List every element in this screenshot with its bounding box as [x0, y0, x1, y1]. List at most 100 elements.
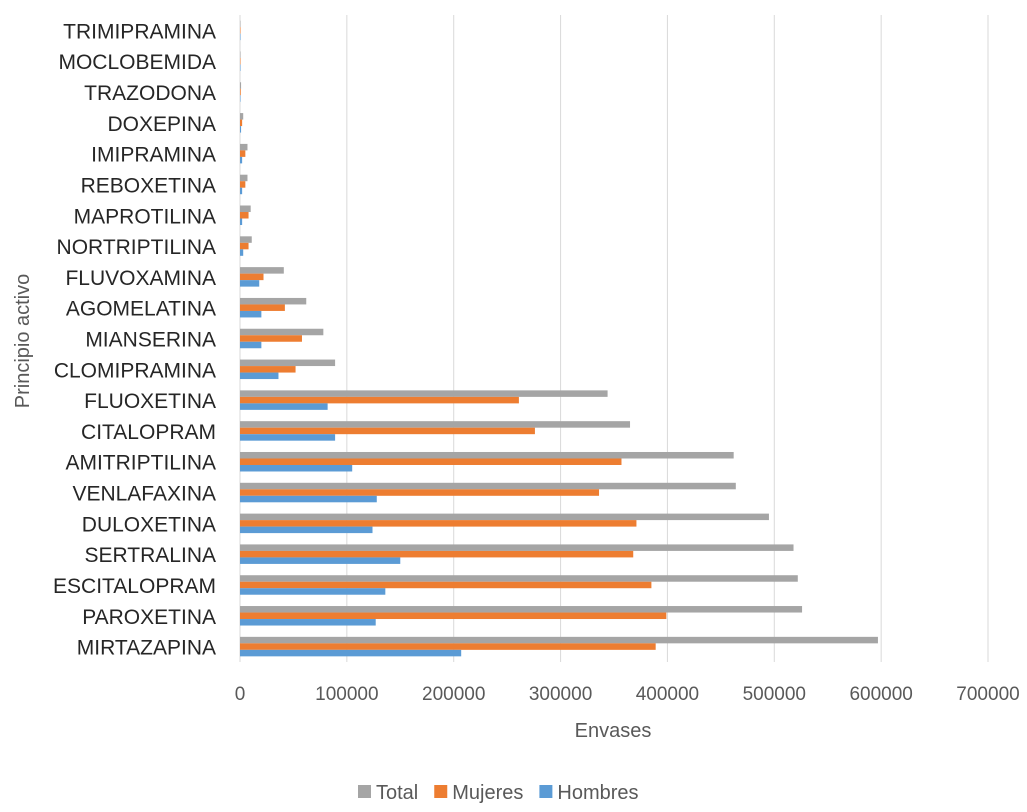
- bar-total: [240, 328, 324, 336]
- category-label: FLUVOXAMINA: [65, 267, 216, 290]
- bar-total: [240, 297, 307, 305]
- x-tick-label: 300000: [529, 684, 592, 705]
- bar-total: [240, 606, 803, 613]
- category-label: CITALOPRAM: [81, 421, 216, 444]
- category-label: VENLAFAXINA: [72, 483, 216, 506]
- category-label: AMITRIPTILINA: [65, 452, 216, 475]
- legend-label-mujeres: Mujeres: [452, 782, 523, 804]
- bar-hombres: [240, 464, 353, 472]
- bar-mujeres: [240, 643, 656, 650]
- x-tick-label: 200000: [422, 684, 485, 705]
- bar-hombres: [240, 310, 262, 318]
- bar-total: [240, 174, 248, 182]
- bar-total: [240, 513, 769, 521]
- legend-swatch-mujeres: [434, 785, 448, 798]
- category-label: DOXEPINA: [107, 113, 216, 136]
- bar-mujeres: [240, 304, 285, 311]
- bar-total: [240, 451, 734, 459]
- bar-mujeres: [240, 489, 600, 496]
- y-axis-title: Principio activo: [12, 274, 34, 409]
- bar-total: [240, 636, 878, 644]
- category-label: SERTRALINA: [85, 544, 217, 567]
- bar-hombres: [240, 280, 260, 287]
- bar-mujeres: [240, 366, 296, 373]
- bar-mujeres: [240, 520, 637, 527]
- category-label: AGOMELATINA: [66, 298, 216, 321]
- bar-hombres: [240, 95, 241, 102]
- bar-hombres: [240, 619, 376, 626]
- bar-total: [240, 267, 284, 274]
- category-label: FLUOXETINA: [84, 390, 216, 413]
- bar-hombres: [240, 341, 262, 349]
- bar-total: [240, 390, 608, 397]
- x-tick-label: 100000: [315, 684, 378, 705]
- bar-total: [240, 205, 251, 213]
- bar-total: [240, 359, 336, 367]
- category-label: MAPROTILINA: [74, 205, 216, 228]
- bar-hombres: [240, 649, 462, 657]
- bar-mujeres: [240, 273, 264, 281]
- bar-total: [240, 113, 244, 120]
- gridlines: [239, 15, 989, 662]
- bar-total: [240, 482, 736, 490]
- bar-mujeres: [240, 181, 246, 188]
- x-tick-labels: 0 100000 200000 300000 400000 500000 600000 700…: [235, 684, 1020, 705]
- legend-label-total: Total: [376, 782, 418, 804]
- category-label: IMIPRAMINA: [91, 144, 216, 167]
- bar-mujeres: [240, 119, 243, 127]
- bar-mujeres: [240, 88, 241, 96]
- legend: Total Mujeres Hombres: [358, 782, 639, 804]
- bar-hombres: [240, 557, 401, 564]
- bar-total: [240, 20, 241, 28]
- x-tick-label: 400000: [636, 684, 699, 705]
- bar-hombres: [240, 33, 241, 41]
- bar-hombres: [240, 249, 244, 256]
- bar-hombres: [240, 588, 386, 595]
- bar-total: [240, 421, 631, 428]
- x-tick-label: 600000: [849, 684, 912, 705]
- category-label: ESCITALOPRAM: [53, 575, 216, 598]
- category-label: NORTRIPTILINA: [57, 236, 216, 259]
- x-tick-label: 500000: [743, 684, 806, 705]
- bar-total: [240, 51, 241, 58]
- legend-label-hombres: Hombres: [557, 782, 638, 804]
- bar-hombres: [240, 434, 336, 441]
- category-label: MIANSERINA: [85, 329, 216, 352]
- bar-hombres: [240, 156, 243, 164]
- category-label: MIRTAZAPINA: [77, 637, 216, 660]
- x-tick-label: 700000: [956, 684, 1019, 705]
- bar-hombres: [240, 372, 279, 380]
- bar-hombres: [240, 218, 243, 226]
- bar-hombres: [240, 403, 328, 410]
- category-label: TRIMIPRAMINA: [63, 20, 216, 43]
- bar-mujeres: [240, 612, 667, 620]
- bar-hombres: [240, 64, 241, 71]
- bar-hombres: [240, 126, 242, 133]
- category-label: CLOMIPRAMINA: [54, 359, 216, 382]
- bar-mujeres: [240, 57, 241, 65]
- bar-total: [240, 544, 794, 551]
- legend-swatch-hombres: [539, 785, 553, 798]
- bar-mujeres: [240, 242, 249, 250]
- bar-total: [240, 575, 798, 582]
- category-label: DULOXETINA: [82, 513, 216, 536]
- bar-mujeres: [240, 458, 622, 465]
- bar-mujeres: [240, 27, 241, 34]
- bar-hombres: [240, 526, 373, 534]
- bar-mujeres: [240, 581, 652, 589]
- category-label: REBOXETINA: [81, 174, 216, 197]
- bars: [240, 20, 878, 657]
- category-label: MOCLOBEMIDA: [58, 51, 216, 74]
- category-label: TRAZODONA: [84, 82, 216, 105]
- bar-mujeres: [240, 335, 302, 342]
- x-axis-title: Envases: [575, 720, 652, 742]
- category-labels: MIRTAZAPINA PAROXETINA ESCITALOPRAM SERTRAL…: [53, 20, 216, 659]
- bar-mujeres: [240, 150, 246, 157]
- bar-total: [240, 82, 242, 89]
- bar-total: [240, 143, 248, 151]
- category-label: PAROXETINA: [82, 606, 216, 629]
- legend-swatch-total: [358, 785, 371, 798]
- bar-mujeres: [240, 212, 249, 219]
- bar-hombres: [240, 187, 243, 195]
